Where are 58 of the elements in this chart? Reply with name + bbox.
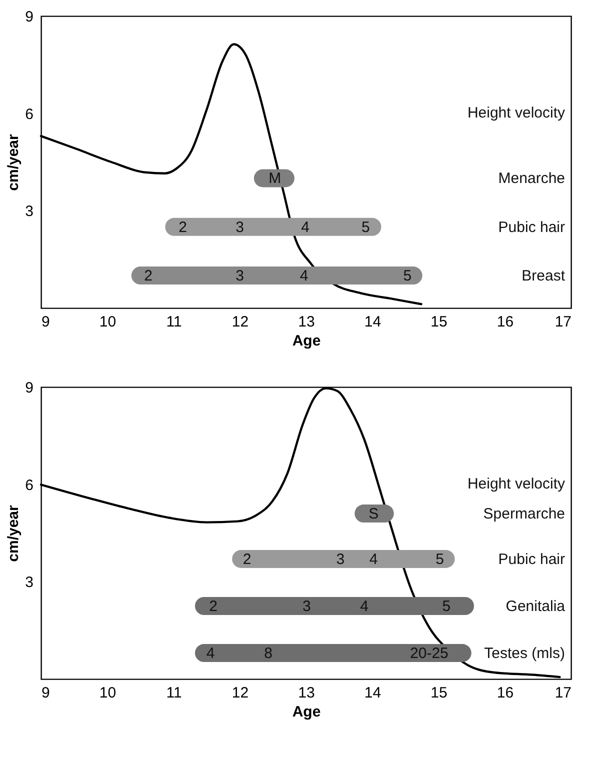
x-tick-label: 10 (99, 314, 116, 330)
y-tick-label: 9 (25, 380, 34, 396)
y-tick-label: 9 (25, 8, 34, 26)
annotation: 4 (301, 218, 310, 236)
x-tick-label: 14 (364, 684, 382, 702)
text: Breast (522, 268, 566, 285)
x-axis-title: Age (292, 704, 321, 720)
y-tick-label: 3 (25, 574, 34, 592)
x-tick-label: 17 (554, 314, 572, 330)
x-tick-label: 16 (496, 684, 514, 702)
annotation: 4 (206, 645, 215, 662)
annotation: Height velocity (467, 104, 566, 122)
x-tick-label: 12 (232, 314, 249, 330)
annotation: 3 (236, 268, 244, 285)
annotation: 5 (442, 598, 451, 615)
x-tick-label: 15 (430, 314, 448, 330)
x-tick-label: 11 (166, 684, 182, 702)
annotation: S (368, 506, 379, 523)
text: Spermarche (483, 506, 565, 523)
text: Pubic hair (498, 218, 566, 236)
x-tick-label: 9 (42, 314, 50, 330)
annotation: 8 (264, 645, 272, 662)
x-tick-label: 16 (496, 314, 514, 330)
annotation: 4 (360, 598, 368, 615)
series-label: Testes (mls) (484, 645, 565, 662)
x-tick-label: 9 (42, 684, 50, 702)
annotation: 4 (300, 268, 308, 285)
x-tick-label: 13 (298, 684, 315, 702)
annotation: 2 (242, 550, 252, 568)
x-tick-label: 15 (430, 684, 448, 702)
y-tick-label: 3 (25, 203, 34, 220)
annotation: 4 (369, 550, 378, 568)
x-tick-label: 14 (364, 314, 382, 330)
annotation: 2 (144, 268, 152, 285)
annotation: 5 (361, 218, 370, 236)
annotation: 3 (302, 598, 311, 615)
x-tick-label: 10 (99, 684, 116, 702)
x-tick-label: 13 (298, 314, 315, 330)
annotation: 2 (178, 218, 187, 236)
x-axis-title: Age (292, 332, 321, 350)
y-axis-title: cm/year (5, 504, 22, 562)
y-tick-label: 6 (25, 476, 34, 494)
x-tick-label: 17 (554, 684, 572, 702)
text: Pubic hair (498, 550, 566, 568)
x-tick-label: 11 (166, 314, 182, 330)
annotation: 20-25 (410, 645, 448, 662)
text: Genitalia (506, 598, 566, 615)
annotation: M (268, 170, 282, 188)
text: Menarche (498, 170, 565, 188)
annotation: 5 (436, 550, 444, 568)
annotation: 3 (236, 218, 244, 236)
annotation: 3 (336, 550, 345, 568)
x-tick-label: 12 (232, 684, 249, 702)
y-axis-title: cm/year (5, 134, 22, 191)
annotation: 5 (403, 268, 412, 285)
y-tick-label: 6 (25, 106, 34, 123)
annotation: 2 (209, 598, 218, 615)
annotation: Height velocity (467, 475, 566, 492)
